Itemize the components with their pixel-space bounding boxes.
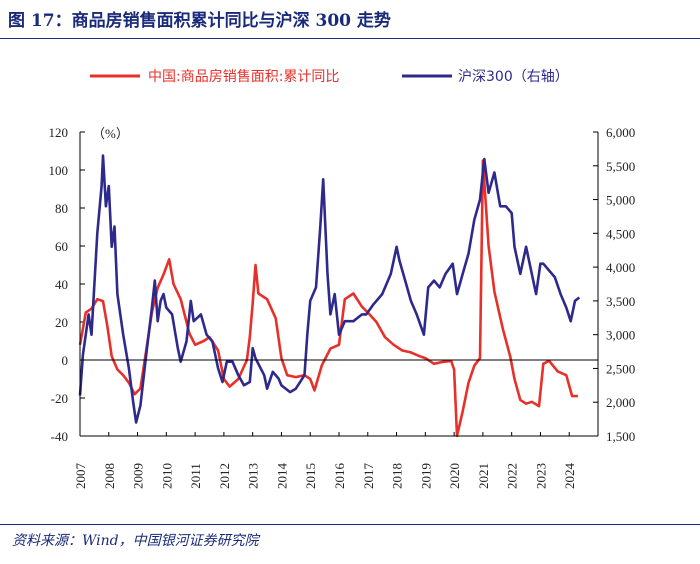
- right-axis: 1,500 2,000 2,500 3,000 3,500 4,000 4,500 5,000…: [593, 125, 635, 444]
- right-tick-label: 2,000: [606, 395, 635, 410]
- right-tick-label: 2,500: [606, 361, 635, 376]
- left-tick-label: 80: [55, 201, 68, 216]
- left-tick-label: 120: [49, 125, 69, 140]
- line-chart: 中国:商品房销售面积:累计同比 沪深300（右轴） -40 -20 0 20 40 60 80…: [49, 69, 636, 489]
- right-tick-label: 6,000: [606, 125, 635, 140]
- left-axis: -40 -20 0 20 40 60 80 100 120 （%）: [49, 125, 129, 444]
- x-tick-label: 2017: [361, 463, 376, 490]
- legend-sales-label: 中国:商品房销售面积:累计同比: [148, 69, 339, 85]
- source-note: 资料来源：Wind，中国银河证券研究院: [12, 533, 259, 549]
- x-tick-label: 2016: [332, 463, 347, 490]
- right-tick-label: 3,500: [606, 294, 635, 309]
- x-axis: 2007 2008 2009 2010 2011 2012 2013 2014 2015 2016…: [73, 432, 577, 489]
- left-tick-label: 60: [55, 239, 68, 254]
- legend-csi300-label: 沪深300（右轴）: [458, 69, 569, 85]
- x-tick-label: 2023: [533, 463, 548, 489]
- right-tick-label: 1,500: [606, 429, 635, 444]
- series-lines: [78, 154, 581, 438]
- x-tick-label: 2015: [303, 463, 318, 489]
- left-tick-label: -40: [51, 429, 68, 444]
- x-tick-label: 2013: [246, 463, 261, 489]
- x-tick-label: 2024: [562, 463, 577, 490]
- left-tick-label: 20: [55, 315, 68, 330]
- x-tick-label: 2021: [476, 463, 491, 489]
- left-tick-label: 40: [55, 277, 68, 292]
- x-tick-label: 2018: [390, 463, 405, 489]
- x-tick-label: 2008: [102, 463, 117, 489]
- x-tick-label: 2009: [131, 463, 146, 489]
- x-tick-label: 2019: [418, 463, 433, 489]
- x-tick-label: 2012: [217, 463, 232, 489]
- x-tick-label: 2014: [274, 463, 289, 490]
- series-line-csi300: [78, 154, 581, 424]
- right-tick-label: 4,500: [606, 226, 635, 241]
- right-tick-label: 4,000: [606, 260, 635, 275]
- figure-title: 图 17：商品房销售面积累计同比与沪深 300 走势: [8, 11, 391, 31]
- source-rule: [0, 524, 700, 525]
- right-tick-label: 5,500: [606, 159, 635, 174]
- legend: 中国:商品房销售面积:累计同比 沪深300（右轴）: [90, 69, 569, 85]
- x-tick-label: 2022: [505, 463, 520, 489]
- left-axis-unit: （%）: [92, 126, 129, 141]
- x-tick-label: 2020: [447, 463, 462, 489]
- right-tick-label: 5,000: [606, 193, 635, 208]
- left-tick-label: -20: [51, 391, 68, 406]
- right-tick-label: 3,000: [606, 328, 635, 343]
- left-tick-label: 0: [62, 353, 69, 368]
- x-tick-label: 2010: [159, 463, 174, 489]
- left-tick-label: 100: [49, 163, 69, 178]
- x-tick-label: 2007: [73, 463, 88, 490]
- x-tick-label: 2011: [188, 463, 203, 489]
- title-rule: [0, 38, 700, 39]
